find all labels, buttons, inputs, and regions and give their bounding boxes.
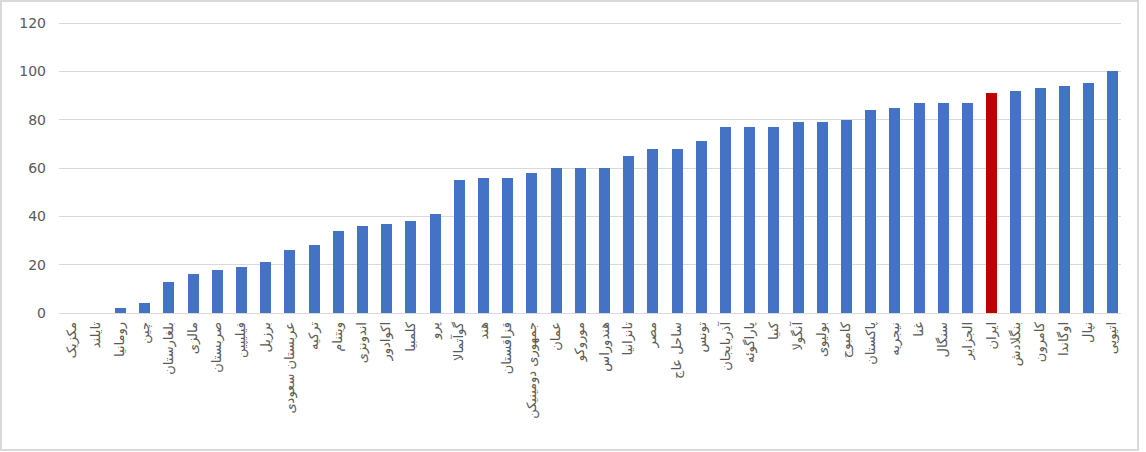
bar xyxy=(647,149,658,313)
x-axis-category-label-text: موروکو xyxy=(572,322,588,361)
x-axis-category-label-text: قزاقستان xyxy=(500,322,516,374)
bar xyxy=(309,245,320,313)
bar xyxy=(817,122,828,313)
x-axis-category-label-text: چین xyxy=(137,322,153,344)
x-axis-category-label-text: مکزیک xyxy=(64,322,80,359)
x-axis-category-label-text: پاراگوئه xyxy=(742,322,758,363)
x-axis-category-label-text: الجزایر xyxy=(959,322,975,360)
x-axis-category-label-text: آذربایجان xyxy=(717,322,733,371)
bar xyxy=(914,103,925,313)
x-axis-category-label-text: صربستان xyxy=(209,322,225,373)
bar xyxy=(284,250,295,313)
bar xyxy=(696,141,707,313)
bar xyxy=(1059,86,1070,313)
x-axis-category-label-text: اوگاندا xyxy=(1056,322,1072,356)
bar xyxy=(623,156,634,313)
x-axis-category-label-text: غنا xyxy=(911,322,927,337)
x-axis-category-label-text: نپال xyxy=(1080,322,1096,343)
bar xyxy=(1010,91,1021,313)
x-axis-category-label-text: نیجریه xyxy=(887,322,903,356)
x-axis-category-label-text: تایلند xyxy=(88,322,104,348)
bar xyxy=(454,180,465,313)
bar xyxy=(865,110,876,313)
x-axis-category-label-text: سنگال xyxy=(935,322,951,357)
x-axis-category-label-text: اکوادور xyxy=(379,322,395,360)
x-axis-category-label-text: کامبوج xyxy=(838,322,854,358)
y-axis-tick-label: 100 xyxy=(0,63,46,79)
x-axis-category-label-text: مالزی xyxy=(185,322,201,354)
bar xyxy=(1035,88,1046,313)
bar xyxy=(841,120,852,313)
bar xyxy=(381,224,392,313)
x-axis-category-label-text: عمان xyxy=(548,322,564,351)
bar-highlighted-iran xyxy=(986,93,997,313)
bar xyxy=(720,127,731,313)
y-axis-tick-label: 120 xyxy=(0,15,46,31)
x-axis-category-label-text: اندونزی xyxy=(354,322,370,363)
gridline xyxy=(59,71,1121,72)
x-axis-category-label-text: هند xyxy=(475,322,491,340)
bar xyxy=(938,103,949,313)
bar xyxy=(1083,83,1094,313)
x-axis-category-label-text: برزیل xyxy=(258,322,274,353)
x-axis-category-label-text: بنگلادش xyxy=(1008,322,1024,366)
bar xyxy=(430,214,441,313)
bar xyxy=(236,267,247,313)
x-axis-category-label-text: ویتنام xyxy=(330,322,346,352)
bar xyxy=(357,226,368,313)
x-axis-category-label-text: هندوراس xyxy=(596,322,612,372)
x-axis-category-label-text: اتیوپی xyxy=(1105,322,1121,354)
bar xyxy=(599,168,610,313)
bar-chart: 0 20 40 60 80 100 120 مکزیک تایلند رومانیا چین بلغا… xyxy=(0,0,1146,452)
x-axis-category-label-text: کامرون xyxy=(1032,322,1048,362)
x-axis-category-label-text: فیلیپین xyxy=(233,322,249,358)
bar xyxy=(502,178,513,313)
bar xyxy=(672,149,683,313)
bar xyxy=(212,270,223,314)
bar xyxy=(405,221,416,313)
bar xyxy=(115,308,126,313)
bar xyxy=(889,108,900,313)
x-axis-category-label-text: تونس xyxy=(693,322,709,353)
y-axis-tick-label: 60 xyxy=(0,160,46,176)
x-axis-category-label-text: ترکیه xyxy=(306,322,322,350)
x-axis-category-label-text: کلمبیا xyxy=(403,322,419,352)
y-axis-tick-label: 0 xyxy=(0,305,46,321)
bar xyxy=(478,178,489,313)
bar xyxy=(575,168,586,313)
bar xyxy=(188,274,199,313)
y-axis-tick-label: 80 xyxy=(0,112,46,128)
x-axis-category-label-text: آنگولا xyxy=(790,322,806,351)
bar xyxy=(260,262,271,313)
x-axis-category-label-text: تانزانیا xyxy=(621,322,637,355)
x-axis-category-label-text: کنیا xyxy=(766,322,782,340)
x-axis-category-label-text: ساحل عاج xyxy=(669,322,685,379)
bar xyxy=(526,173,537,313)
plot-area: 0 20 40 60 80 100 120 مکزیک تایلند رومانیا چین بلغا… xyxy=(0,0,1146,452)
bar xyxy=(768,127,779,313)
bar xyxy=(163,282,174,313)
gridline xyxy=(59,23,1121,24)
x-axis-category-label-text: بلغارستان xyxy=(161,322,177,375)
x-axis-category-label-text: گوآتمالا xyxy=(451,322,467,361)
bar xyxy=(744,127,755,313)
x-axis-category-label-text: بولیوی xyxy=(814,322,830,357)
x-axis-category-label-text: ایران xyxy=(984,322,1000,350)
x-axis-category-label-text: جمهوری دومینیکن xyxy=(524,322,540,419)
bar xyxy=(793,122,804,313)
x-axis-category-label-text: مصر xyxy=(645,322,661,347)
bar xyxy=(333,231,344,313)
x-axis-category-label-text: عربستان سعودی xyxy=(282,322,298,414)
x-axis-category-label-text: رومانیا xyxy=(112,322,128,357)
y-axis-tick-label: 20 xyxy=(0,257,46,273)
y-axis-tick-label: 40 xyxy=(0,208,46,224)
bar xyxy=(551,168,562,313)
bar xyxy=(962,103,973,313)
bar xyxy=(1107,71,1118,313)
x-axis-category-label-text: پرو xyxy=(427,322,443,339)
x-axis-category-label-text: پاکستان xyxy=(863,322,879,365)
bar xyxy=(139,303,150,313)
